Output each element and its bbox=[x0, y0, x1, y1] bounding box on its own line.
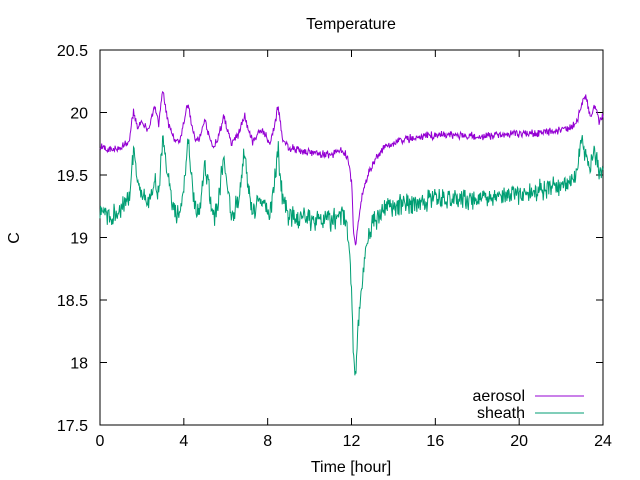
y-tick-label: 20 bbox=[70, 106, 88, 123]
x-tick-label: 8 bbox=[263, 433, 272, 450]
y-tick-label: 17.5 bbox=[57, 418, 88, 435]
x-tick-label: 12 bbox=[343, 433, 361, 450]
x-tick-label: 0 bbox=[96, 433, 105, 450]
x-axis-label: Time [hour] bbox=[311, 459, 391, 476]
legend-label-sheath: sheath bbox=[477, 405, 525, 422]
axes: 0 4 8 12 16 20 24 17.5 18 18.5 19 19.5 20 20.5 bbox=[57, 43, 612, 450]
y-tick-label: 19 bbox=[70, 231, 88, 248]
legend-label-aerosol: aerosol bbox=[473, 388, 525, 405]
y-tick-label: 20.5 bbox=[57, 43, 88, 60]
series-layer bbox=[99, 90, 604, 376]
y-tick-label: 19.5 bbox=[57, 168, 88, 185]
series-line-sheath bbox=[99, 135, 604, 376]
y-axis-label: C bbox=[6, 232, 23, 244]
plot-border bbox=[99, 49, 604, 426]
chart-title: Temperature bbox=[306, 16, 396, 33]
y-tick-label: 18.5 bbox=[57, 293, 88, 310]
x-tick-label: 4 bbox=[179, 433, 188, 450]
x-tick-label: 16 bbox=[426, 433, 444, 450]
x-tick-label: 24 bbox=[594, 433, 612, 450]
x-tick-label: 20 bbox=[510, 433, 528, 450]
series-line-aerosol bbox=[99, 90, 604, 246]
y-tick-label: 18 bbox=[70, 356, 88, 373]
